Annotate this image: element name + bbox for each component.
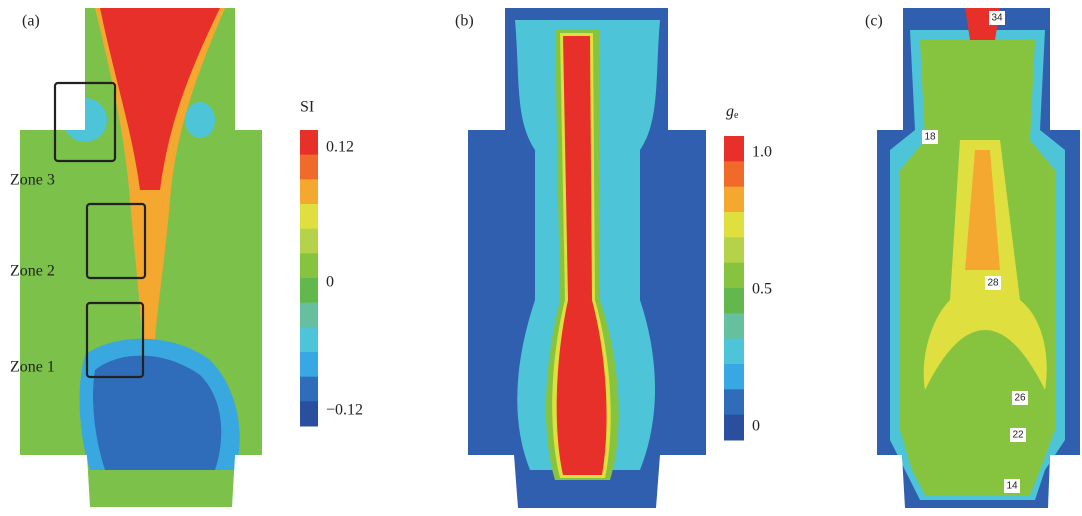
colorbar-segment — [724, 288, 744, 314]
colorbar-tick: 0 — [752, 418, 760, 435]
colorbar-segment — [300, 229, 318, 254]
page: (a) (b) (c) Zone 3 Zone 2 Zone 1 SI 0.12… — [0, 0, 1082, 516]
colorbar-segment — [300, 204, 318, 229]
contour-label: 14 — [1006, 481, 1018, 492]
colorbar-b — [724, 136, 744, 441]
contour-label: 34 — [991, 13, 1003, 24]
contour-b — [450, 0, 730, 516]
symbol: g — [726, 103, 734, 120]
colorbar-segment — [300, 278, 318, 303]
colorbar-segment — [724, 415, 744, 441]
colorbar-segment — [300, 130, 318, 155]
colorbar-segment — [724, 161, 744, 187]
contour-label: 22 — [1012, 430, 1024, 441]
colorbar-segment — [724, 187, 744, 213]
contour-label: 18 — [924, 132, 936, 143]
zone-label: Zone 3 — [10, 172, 55, 189]
colorbar-tick: 0.12 — [326, 139, 354, 156]
panel-label: (c) — [865, 13, 883, 30]
colorbar-segment — [724, 313, 744, 339]
colorbar-segment — [300, 179, 318, 204]
contour-a — [0, 0, 280, 516]
colorbar-segment — [300, 303, 318, 328]
zone-label: Zone 1 — [10, 359, 55, 376]
colorbar-a — [300, 130, 318, 427]
colorbar-segment — [724, 136, 744, 162]
colorbar-segment — [300, 155, 318, 180]
colorbar-segment — [724, 212, 744, 238]
colorbar-segment — [300, 352, 318, 377]
contour-c — [860, 0, 1082, 516]
colorbar-segment — [300, 327, 318, 352]
colorbar-title: ge — [726, 103, 739, 122]
contour-label: 26 — [1014, 393, 1026, 404]
colorbar-segment — [724, 389, 744, 415]
colorbar-title: SI — [300, 99, 314, 116]
zone-label: Zone 2 — [10, 263, 55, 280]
colorbar-tick: 1.0 — [752, 144, 772, 161]
colorbar-tick: −0.12 — [326, 402, 363, 419]
panel-label: (b) — [455, 13, 474, 30]
colorbar-segment — [300, 253, 318, 278]
colorbar-tick: 0.5 — [752, 281, 772, 298]
colorbar-segment — [300, 377, 318, 402]
colorbar-segment — [300, 401, 318, 426]
panel-label: (a) — [22, 13, 40, 30]
colorbar-segment — [724, 364, 744, 390]
figure: (a) (b) (c) Zone 3 Zone 2 Zone 1 SI 0.12… — [0, 0, 1082, 516]
colorbar-tick: 0 — [326, 274, 334, 291]
colorbar-segment — [724, 237, 744, 263]
subscript: e — [734, 110, 739, 121]
colorbar-segment — [724, 339, 744, 365]
colorbar-segment — [724, 263, 744, 289]
contour-label: 28 — [987, 278, 999, 289]
